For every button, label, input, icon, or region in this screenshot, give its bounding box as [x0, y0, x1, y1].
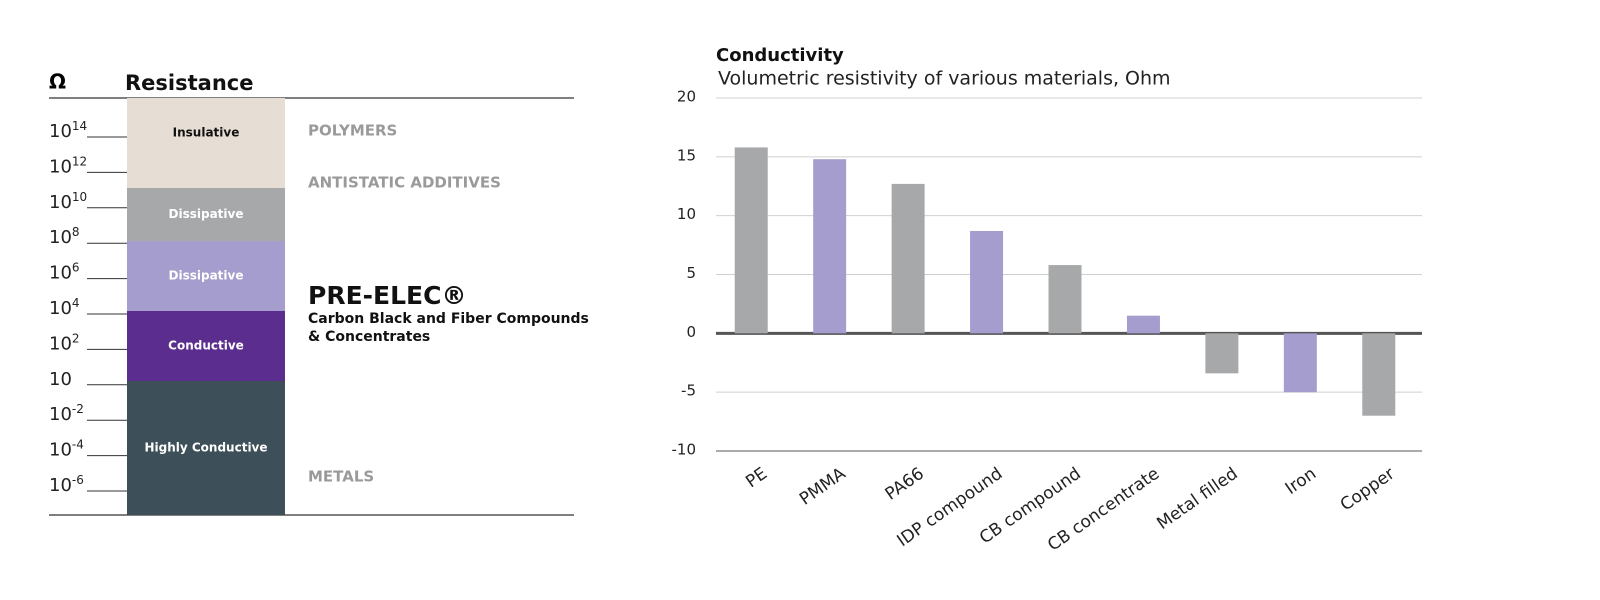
tick-base: 10 — [49, 298, 72, 319]
chart-subtitle: Volumetric resistivity of various materi… — [718, 68, 1171, 90]
resistance-band — [127, 311, 285, 381]
material-label: ANTISTATIC ADDITIVES — [308, 174, 501, 192]
scale-tick-label: 106 — [49, 260, 80, 284]
band-label: Dissipative — [169, 269, 244, 283]
tick-exponent: 2 — [72, 331, 80, 345]
tick-exponent: 8 — [72, 225, 80, 239]
tick-base: 10 — [49, 404, 72, 425]
x-tick-label: Iron — [1282, 464, 1320, 499]
bar — [891, 183, 925, 334]
tick-exponent: -6 — [72, 473, 84, 487]
bar — [1362, 333, 1396, 416]
scale-tick-label: 10-6 — [49, 473, 84, 497]
product-description: & Concentrates — [308, 329, 430, 345]
scale-tick-label: 10-4 — [49, 437, 84, 461]
scale-tick-label: 1014 — [49, 119, 87, 143]
y-tick-label: -5 — [681, 382, 696, 400]
y-tick-label: 20 — [677, 88, 696, 106]
scale-tick-label: 1010 — [49, 189, 87, 213]
x-tick-label: Copper — [1337, 464, 1399, 516]
product-description: Carbon Black and Fiber Compounds — [308, 311, 589, 327]
x-tick-label: Metal filled — [1153, 464, 1241, 534]
y-tick-label: 5 — [686, 264, 696, 282]
resistance-band — [127, 188, 285, 241]
y-tick-label: -10 — [672, 441, 697, 459]
tick-base: 10 — [49, 156, 72, 177]
tick-exponent: 12 — [72, 154, 87, 168]
tick-exponent: 6 — [72, 260, 80, 274]
band-label: Highly Conductive — [144, 441, 267, 455]
ohm-symbol: Ω — [49, 70, 66, 94]
tick-base: 10 — [49, 121, 72, 142]
scale-tick-label: 10 — [49, 369, 72, 390]
tick-exponent: -2 — [72, 402, 84, 416]
bar — [1205, 333, 1239, 374]
bar — [1283, 333, 1317, 393]
tick-base: 10 — [49, 333, 72, 354]
tick-base: 10 — [49, 440, 72, 461]
y-tick-label: 10 — [677, 205, 696, 223]
bar — [813, 159, 847, 334]
tick-base: 10 — [49, 192, 72, 213]
tick-base: 10 — [49, 475, 72, 496]
scale-tick-label: 10-2 — [49, 402, 84, 426]
tick-exponent: 4 — [72, 296, 80, 310]
resistance-band — [127, 381, 285, 515]
tick-exponent: 14 — [72, 119, 87, 133]
resistance-band — [127, 98, 285, 188]
bar — [734, 147, 768, 334]
material-label: POLYMERS — [308, 122, 397, 140]
product-name: PRE-ELEC® — [308, 281, 466, 310]
tick-base: 10 — [49, 369, 72, 390]
scale-title: Resistance — [125, 71, 253, 95]
scale-tick-label: 104 — [49, 296, 80, 320]
tick-exponent: 10 — [72, 189, 87, 203]
x-tick-label: PMMA — [796, 464, 850, 510]
scale-tick-label: 102 — [49, 331, 80, 355]
tick-exponent: -4 — [72, 437, 84, 451]
material-label: METALS — [308, 468, 374, 486]
bar — [970, 230, 1004, 334]
tick-base: 10 — [49, 263, 72, 284]
x-tick-label: PE — [742, 464, 771, 492]
scale-tick-label: 108 — [49, 225, 80, 249]
resistance-band — [127, 241, 285, 311]
tick-base: 10 — [49, 227, 72, 248]
band-label: Conductive — [168, 339, 244, 353]
x-tick-label: PA66 — [882, 464, 928, 505]
band-label: Insulative — [173, 126, 240, 140]
band-label: Dissipative — [169, 207, 244, 221]
scale-tick-label: 1012 — [49, 154, 87, 178]
bar — [1048, 265, 1082, 334]
y-tick-label: 15 — [677, 146, 696, 164]
y-tick-label: 0 — [686, 323, 696, 341]
chart-title: Conductivity — [716, 45, 844, 66]
bar — [1126, 315, 1160, 334]
